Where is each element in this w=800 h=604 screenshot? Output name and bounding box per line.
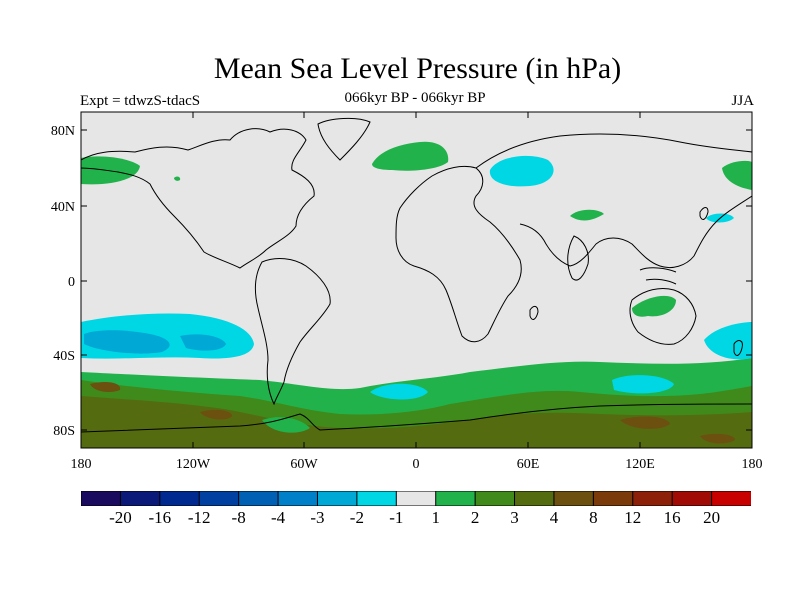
color-bar-swatch <box>356 491 398 506</box>
color-bar-swatch <box>632 491 674 506</box>
color-bar-swatch <box>198 491 240 506</box>
lon-label: 60W <box>290 457 318 472</box>
lat-label: 40N <box>51 200 75 215</box>
color-bar-swatch <box>435 491 477 506</box>
antarctica-coast <box>81 403 752 433</box>
season-label: JJA <box>731 93 754 109</box>
sindian-cyan <box>612 375 674 394</box>
lat-labels: 80N 40N 0 40S 80S <box>51 124 75 439</box>
asia-coast <box>475 133 752 269</box>
color-bar-swatch <box>514 491 555 506</box>
color-bar-swatch <box>81 491 122 506</box>
spacific-blue <box>84 330 170 354</box>
color-bar-label: 2 <box>470 508 480 527</box>
color-bar-label: -16 <box>148 508 172 527</box>
color-bar-label: -12 <box>187 508 211 527</box>
color-bar-label: 16 <box>663 508 681 527</box>
lat-label: 0 <box>68 275 75 290</box>
greenland-coast <box>317 117 371 161</box>
color-bar-label: -4 <box>270 508 286 527</box>
lat-label: 80N <box>51 124 75 139</box>
southern-olive-band <box>81 396 752 448</box>
color-bar-label: 3 <box>510 508 519 527</box>
color-bar-label: 12 <box>624 508 642 527</box>
lat-label: 40S <box>53 349 75 364</box>
southern-brown-patch-4 <box>90 382 121 392</box>
color-bar-label: -3 <box>310 508 325 527</box>
japan-coast <box>699 207 709 220</box>
color-bar-swatch <box>671 491 713 506</box>
centralasia-green <box>570 209 604 221</box>
color-bar-label: 20 <box>703 508 721 527</box>
lat-label: 80S <box>53 424 75 439</box>
lon-label: 60E <box>517 457 540 472</box>
color-bar <box>81 491 751 506</box>
color-bar-swatch <box>238 491 280 506</box>
color-bar-swatch <box>316 491 358 506</box>
color-bar-swatch <box>474 491 516 506</box>
map-field <box>81 112 752 448</box>
madagascar-coast <box>529 305 539 320</box>
axis-ticks <box>80 112 753 448</box>
color-bar-label: 1 <box>431 508 440 527</box>
seaustralia-cyan <box>704 322 752 360</box>
lon-label: 180 <box>742 457 763 472</box>
south-america-coast <box>254 258 331 406</box>
north-america-coast <box>81 128 315 269</box>
experiment-label: Expt = tdwzS-tdacS <box>80 93 201 109</box>
color-bar-label: -1 <box>389 508 404 527</box>
australia-coast <box>629 287 697 345</box>
npacific-cyan <box>489 155 554 187</box>
small-green-dot <box>174 176 181 181</box>
lon-label: 0 <box>413 457 420 472</box>
southern-brown-patch-1 <box>200 409 232 420</box>
color-bar-labels: -20 -16 -12 -8 -4 -3 -2 -1 1 2 3 4 8 12 16 20 <box>0 506 800 530</box>
alaska-green <box>81 156 140 185</box>
color-bar-swatch <box>277 491 319 506</box>
color-bar-swatch <box>592 491 634 506</box>
lon-label: 180 <box>71 457 92 472</box>
lon-label: 120E <box>625 457 655 472</box>
australia-green <box>632 295 676 317</box>
scandinavia-green <box>372 141 449 171</box>
satlantic-cyan <box>370 383 428 400</box>
indonesia-coast <box>639 267 677 285</box>
color-bar-swatch <box>395 491 437 506</box>
lon-label: 120W <box>176 457 211 472</box>
color-bar-swatch <box>553 491 595 506</box>
color-bar-swatch <box>159 491 201 506</box>
color-bar-label: -8 <box>231 508 246 527</box>
color-bar-label: -20 <box>109 508 132 527</box>
color-bar-label: 8 <box>589 508 598 527</box>
color-bar-swatch <box>711 491 751 506</box>
color-bar-label: 4 <box>549 508 559 527</box>
coastlines <box>81 117 752 433</box>
map-title: Mean Sea Level Pressure (in hPa) <box>213 52 622 85</box>
southern-brown-patch-3 <box>700 433 735 444</box>
india-coast <box>567 235 589 281</box>
color-bar-swatch <box>119 491 161 506</box>
map-subtitle: 066kyr BP - 066kyr BP <box>344 90 486 106</box>
spacific-blue-2 <box>180 334 226 351</box>
color-bar-label: -2 <box>349 508 364 527</box>
southern-brown-patch-2 <box>620 416 670 429</box>
siberia-green <box>722 160 752 190</box>
lon-labels: 180 120W 60W 0 60E 120E 180 <box>71 457 763 472</box>
newzealand-coast <box>733 340 743 356</box>
